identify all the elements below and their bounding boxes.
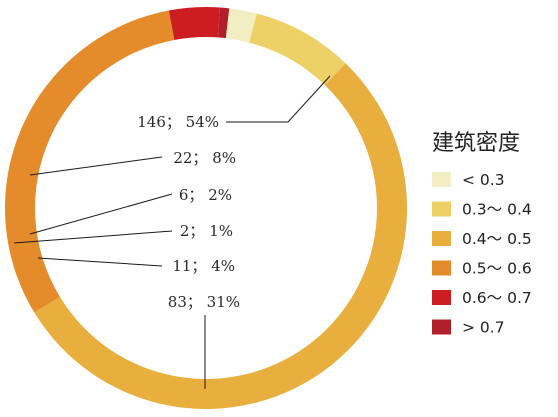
legend-swatch-0-7	[432, 319, 451, 335]
donut-slice-0-3	[225, 8, 257, 43]
legend-label-0-3-0-4: 0.3～ 0.4	[462, 201, 532, 219]
legend-swatch-0-3	[432, 172, 451, 187]
legend-label-0-7: > 0.7	[462, 319, 505, 337]
leader-line-0-6-0-7	[37, 257, 163, 267]
donut-slice-0-7	[217, 7, 230, 39]
legend: 建筑密度 < 0.3 0.3～ 0.4 0.4～ 0.5 0.5～ 0.6 0.6～ 0…	[432, 131, 532, 337]
donut-slice-0-3-0-4	[249, 13, 346, 85]
donut-slice-0-5-0-6	[4, 10, 175, 313]
donut-slice-0-6-0-7	[168, 7, 221, 40]
legend-title: 建筑密度	[432, 131, 520, 156]
legend-label-0-3: < 0.3	[462, 171, 505, 189]
donut-ring	[4, 7, 407, 410]
legend-label-0-4-0-5: 0.4～ 0.5	[462, 230, 532, 248]
leader-line-0-3	[29, 193, 173, 235]
legend-swatch-0-3-0-4	[432, 201, 451, 217]
legend-swatch-0-6-0-7	[432, 290, 451, 305]
data-label-0-3: 6； 2%	[179, 186, 232, 204]
data-label-0-5-0-6: 83； 31%	[168, 293, 240, 311]
leader-line-0-3-0-4	[29, 156, 163, 176]
data-labels: 146； 54% 83； 31% 11； 4% 2； 1% 6； 2% 22； 8%	[13, 75, 331, 389]
legend-label-0-6-0-7: 0.6～ 0.7	[462, 289, 532, 307]
legend-swatch-0-4-0-5	[432, 231, 451, 246]
data-label-0-4-0-5: 146； 54%	[137, 113, 219, 131]
legend-label-0-5-0-6: 0.5～ 0.6	[462, 260, 532, 278]
leader-line-0-7	[13, 230, 173, 244]
donut-slice-0-4-0-5	[34, 63, 407, 410]
data-label-0-7: 2； 1%	[180, 222, 233, 240]
data-label-0-3-0-4: 22； 8%	[173, 149, 236, 167]
legend-swatch-0-5-0-6	[432, 260, 451, 276]
leader-line-0-4-0-5	[226, 75, 331, 123]
data-label-0-6-0-7: 11； 4%	[172, 257, 235, 275]
